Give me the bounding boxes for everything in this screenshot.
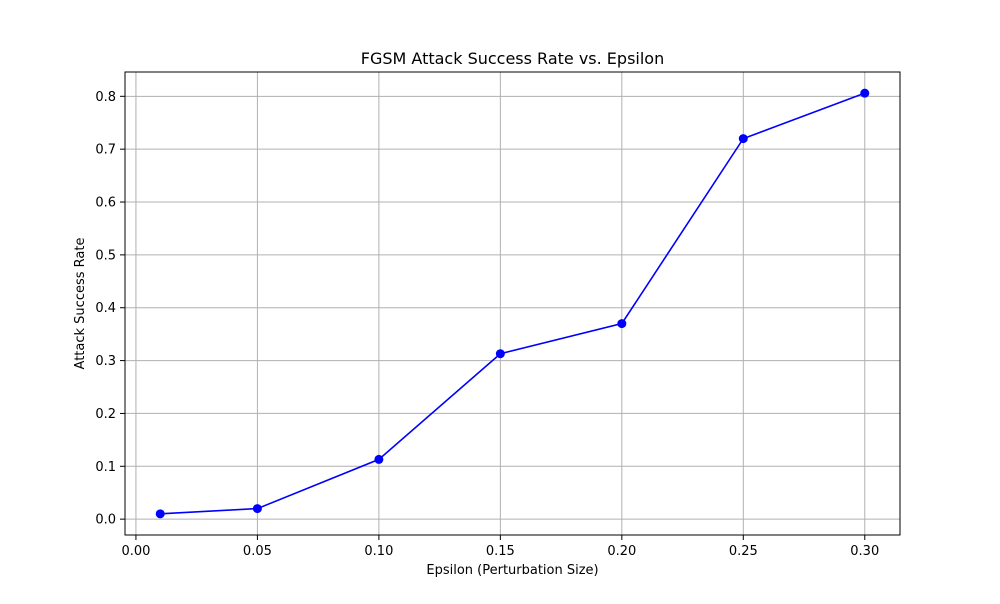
x-axis-ticks: 0.00 0.05 0.10 0.15 0.20 0.25 0.30 — [121, 535, 879, 559]
y-tick-label: 0.4 — [95, 301, 116, 316]
y-tick-label: 0.5 — [95, 248, 116, 263]
data-point — [155, 509, 165, 519]
x-tick-label: 0.20 — [607, 544, 636, 559]
data-point — [860, 88, 870, 98]
y-tick-label: 0.7 — [95, 143, 116, 158]
grid — [125, 72, 900, 535]
data-point — [374, 454, 384, 464]
x-tick-label: 0.15 — [486, 544, 515, 559]
y-tick-label: 0.6 — [95, 196, 116, 211]
y-tick-label: 0.8 — [95, 90, 116, 105]
data-point — [617, 319, 627, 329]
data-point — [495, 349, 505, 359]
y-tick-label: 0.2 — [95, 407, 116, 422]
series — [155, 88, 870, 519]
y-tick-label: 0.0 — [95, 513, 116, 528]
y-axis-ticks: 0.0 0.1 0.2 0.3 0.4 0.5 0.6 0.7 0.8 — [95, 90, 125, 528]
x-tick-label: 0.25 — [729, 544, 758, 559]
x-tick-label: 0.30 — [850, 544, 879, 559]
data-point — [738, 134, 748, 144]
x-tick-label: 0.10 — [364, 544, 393, 559]
x-axis-label: Epsilon (Perturbation Size) — [426, 563, 598, 578]
chart-title: FGSM Attack Success Rate vs. Epsilon — [361, 49, 664, 68]
y-tick-label: 0.1 — [95, 460, 116, 475]
data-point — [252, 504, 262, 514]
y-axis-label: Attack Success Rate — [73, 238, 88, 370]
x-tick-label: 0.00 — [121, 544, 150, 559]
series-line — [160, 92, 866, 515]
axes-frame — [124, 71, 901, 536]
x-tick-label: 0.05 — [243, 544, 272, 559]
y-tick-label: 0.3 — [95, 354, 116, 369]
